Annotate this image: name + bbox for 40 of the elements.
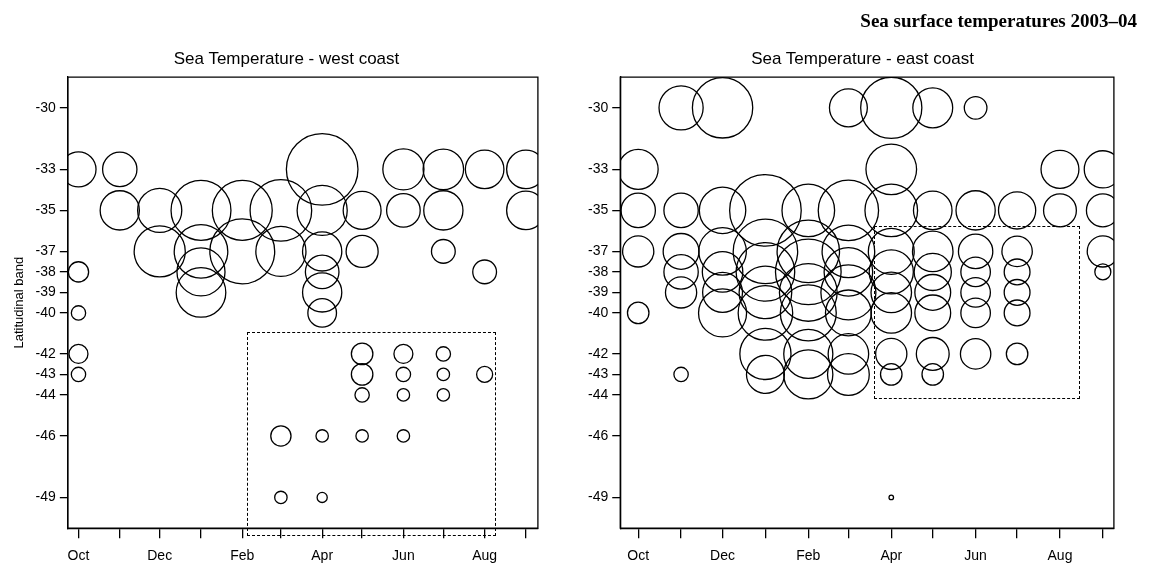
y-tick-label: -37 bbox=[35, 242, 57, 259]
y-tick-label: -30 bbox=[588, 98, 609, 115]
x-tick-label: Dec bbox=[710, 547, 736, 564]
y-tick-label: -44 bbox=[588, 385, 609, 402]
y-tick-label: -49 bbox=[588, 488, 609, 505]
chart-title: Sea Temperature - east coast bbox=[751, 48, 975, 68]
x-tick-label: Feb bbox=[230, 547, 255, 564]
x-tick-label: Aug bbox=[1047, 547, 1073, 564]
x-tick-label: Dec bbox=[147, 547, 173, 564]
y-tick-label: -39 bbox=[35, 283, 57, 300]
y-tick-label: -37 bbox=[588, 242, 609, 259]
y-tick-label: -38 bbox=[588, 262, 609, 279]
y-tick-label: -40 bbox=[35, 303, 57, 320]
chart-title: Sea Temperature - west coast bbox=[173, 48, 400, 68]
y-tick-label: -39 bbox=[588, 283, 609, 300]
x-tick-label: Aug bbox=[472, 547, 498, 564]
y-tick-label: -42 bbox=[35, 344, 57, 361]
x-tick-label: Jun bbox=[392, 547, 415, 564]
y-tick-label: -40 bbox=[588, 303, 609, 320]
x-tick-label: Apr bbox=[880, 547, 903, 564]
y-tick-label: -35 bbox=[35, 201, 57, 218]
y-tick-label: -44 bbox=[35, 385, 57, 402]
x-tick-label: Apr bbox=[311, 547, 334, 564]
y-tick-label: -46 bbox=[588, 426, 609, 443]
y-tick-label: -49 bbox=[35, 488, 57, 505]
y-tick-label: -43 bbox=[588, 365, 609, 382]
y-tick-label: -35 bbox=[588, 201, 609, 218]
y-tick-label: -30 bbox=[35, 98, 57, 115]
y-axis-title: Latitudinal band bbox=[11, 256, 27, 349]
text: Sea surface temperatures 2003–04 bbox=[860, 10, 1137, 32]
x-tick-label: Jun bbox=[964, 547, 987, 564]
y-tick-label: -42 bbox=[588, 344, 609, 361]
x-tick-label: Feb bbox=[796, 547, 821, 564]
x-tick-label: Oct bbox=[67, 547, 90, 564]
y-tick-label: -46 bbox=[35, 426, 57, 443]
y-tick-label: -33 bbox=[588, 160, 609, 177]
y-tick-label: -38 bbox=[35, 262, 57, 279]
y-tick-label: -43 bbox=[35, 365, 57, 382]
x-tick-label: Oct bbox=[627, 547, 650, 564]
y-tick-label: -33 bbox=[35, 160, 57, 177]
